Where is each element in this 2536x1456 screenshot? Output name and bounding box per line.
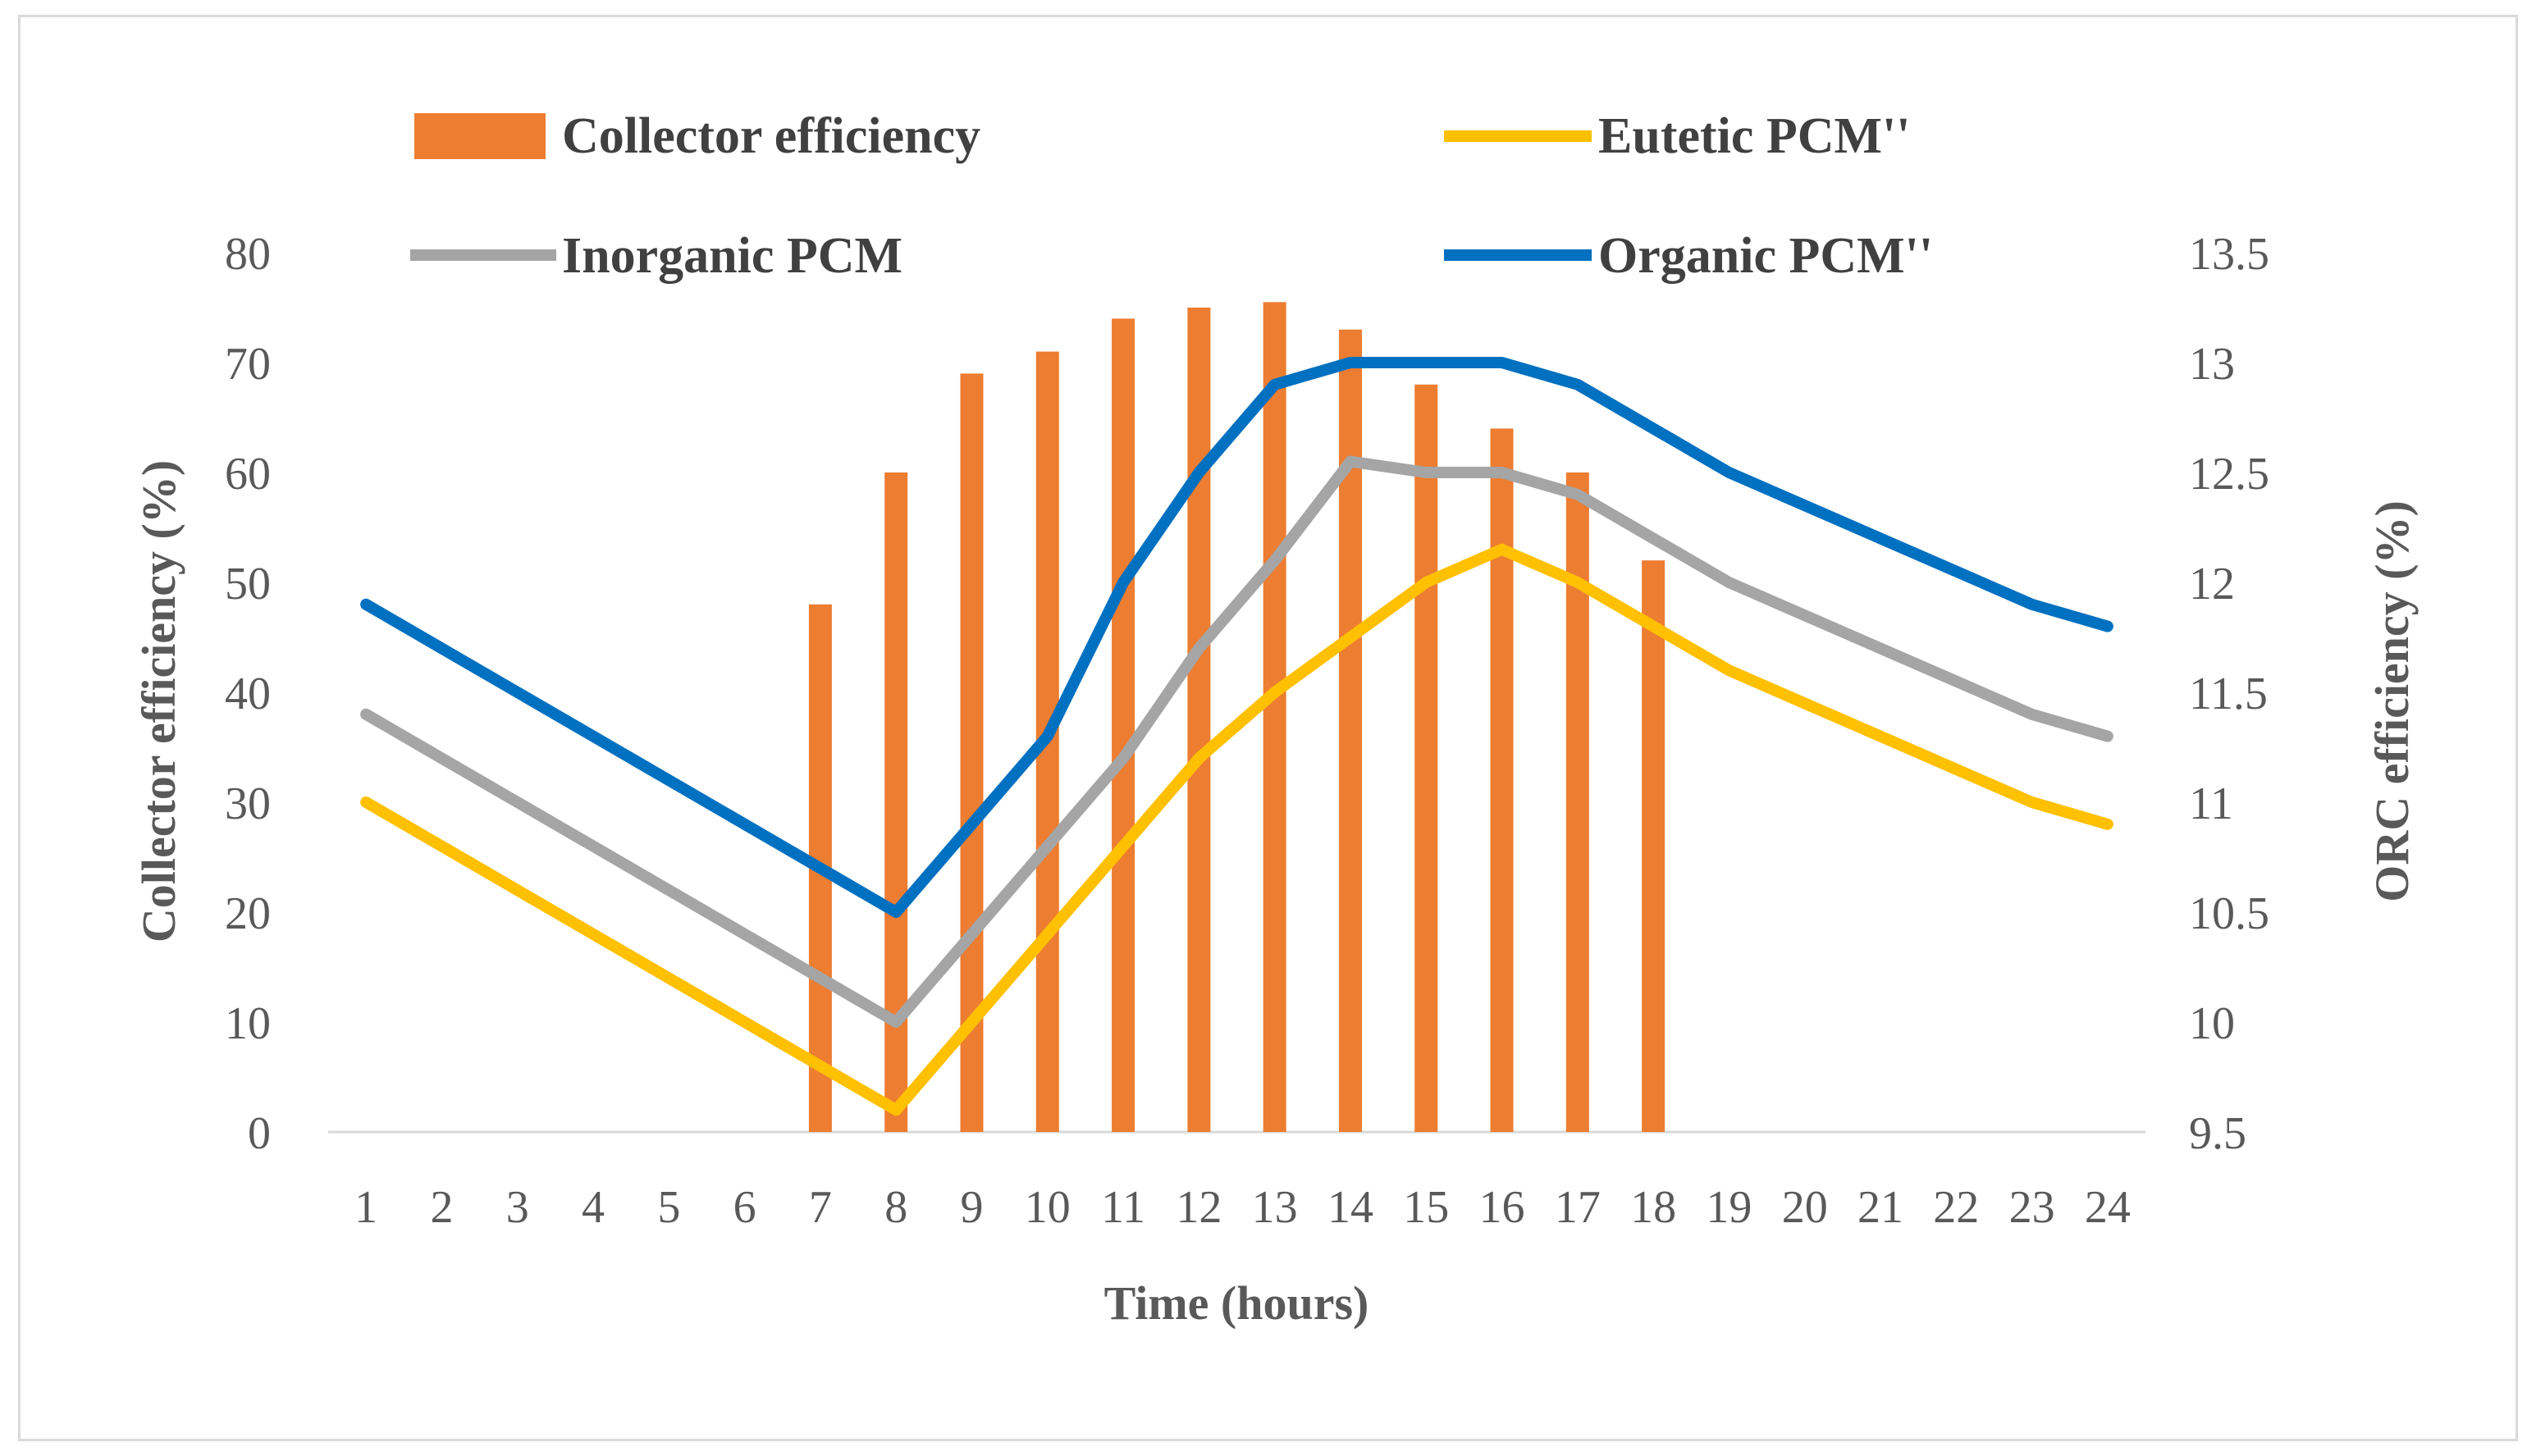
series-line-organic[interactable] <box>360 357 2113 918</box>
legend-item-inorganic[interactable]: Inorganic PCM <box>410 228 902 284</box>
bar-collector-efficiency[interactable] <box>1187 308 1211 1132</box>
x-tick-label: 13 <box>1252 1182 1298 1233</box>
y-tick-right: 12.5 <box>2189 449 2269 500</box>
legend-item-organic[interactable]: Organic PCM'' <box>1444 228 1933 284</box>
x-tick-label: 20 <box>1782 1182 1828 1233</box>
y-tick-right: 11.5 <box>2189 669 2268 719</box>
series-line-eutetic[interactable] <box>360 543 2113 1116</box>
y-tick-left: 50 <box>225 559 271 609</box>
x-tick-label: 24 <box>2085 1182 2131 1233</box>
y-tick-right: 9.5 <box>2189 1108 2246 1159</box>
bar-collector-efficiency[interactable] <box>884 472 908 1132</box>
x-axis-title: Time (hours) <box>1104 1276 1369 1330</box>
x-tick-label: 17 <box>1555 1182 1601 1233</box>
x-tick-label: 19 <box>1706 1182 1752 1233</box>
series-line-inorganic[interactable] <box>360 455 2113 1028</box>
x-tick-label: 9 <box>960 1182 983 1233</box>
legend-label-inorganic: Inorganic PCM <box>562 228 902 284</box>
y-tick-right: 13 <box>2189 339 2235 390</box>
x-tick-label: 6 <box>733 1182 756 1233</box>
x-tick-label: 18 <box>1630 1182 1676 1233</box>
x-tick-label: 4 <box>582 1182 605 1233</box>
bar-collector-efficiency[interactable] <box>1112 318 1135 1132</box>
y-tick-left: 10 <box>225 998 271 1049</box>
legend-item-eutetic[interactable]: Eutetic PCM'' <box>1444 108 1911 164</box>
y-tick-left: 0 <box>248 1108 271 1159</box>
legend-label-collector: Collector efficiency <box>562 108 980 164</box>
y-tick-right: 12 <box>2189 559 2235 609</box>
chart-frame <box>18 15 2518 1441</box>
x-tick-label: 2 <box>430 1182 453 1233</box>
bar-collector-efficiency[interactable] <box>1263 302 1286 1132</box>
legend-item-collector[interactable]: Collector efficiency <box>414 108 980 164</box>
y-tick-right: 10.5 <box>2189 888 2269 939</box>
legend: Collector efficiency Eutetic PCM'' Inorg… <box>410 108 1933 284</box>
x-tick-label: 11 <box>1101 1182 1145 1233</box>
x-tick-label: 7 <box>809 1182 832 1233</box>
legend-label-eutetic: Eutetic PCM'' <box>1598 108 1911 164</box>
y-tick-left: 30 <box>225 778 271 829</box>
y-tick-left: 40 <box>225 669 271 719</box>
x-tick-label: 22 <box>1933 1182 1979 1233</box>
x-tick-label: 10 <box>1025 1182 1071 1233</box>
bar-collector-efficiency[interactable] <box>1565 472 1589 1132</box>
y-tick-left: 20 <box>225 888 271 939</box>
legend-label-organic: Organic PCM'' <box>1598 228 1933 284</box>
y-tick-right: 13.5 <box>2189 229 2269 280</box>
x-tick-label: 5 <box>657 1182 680 1233</box>
x-tick-label: 21 <box>1857 1182 1903 1233</box>
x-tick-label: 3 <box>506 1182 529 1233</box>
y-axis-title-left: Collector efficiency (%) <box>132 460 185 943</box>
plot-area: 010203040506070809.51010.51111.51212.513… <box>225 229 2269 1233</box>
x-tick-label: 15 <box>1403 1182 1449 1233</box>
y-tick-right: 10 <box>2189 998 2235 1049</box>
x-tick-label: 16 <box>1479 1182 1525 1233</box>
x-tick-label: 8 <box>884 1182 907 1233</box>
x-tick-label: 14 <box>1327 1182 1373 1233</box>
bar-collector-efficiency[interactable] <box>1642 560 1666 1132</box>
x-tick-label: 23 <box>2009 1182 2055 1233</box>
x-tick-label: 1 <box>354 1182 377 1233</box>
y-tick-left: 80 <box>225 229 271 280</box>
bar-collector-efficiency[interactable] <box>1490 428 1514 1132</box>
y-tick-right: 11 <box>2189 778 2233 829</box>
legend-swatch-collector <box>414 113 546 159</box>
bar-collector-efficiency[interactable] <box>1338 329 1362 1132</box>
y-tick-left: 60 <box>225 449 271 500</box>
x-tick-label: 12 <box>1176 1182 1222 1233</box>
bar-collector-efficiency[interactable] <box>1414 384 1438 1132</box>
y-axis-title-right: ORC efficiency (%) <box>2365 500 2419 902</box>
y-tick-left: 70 <box>225 339 271 390</box>
